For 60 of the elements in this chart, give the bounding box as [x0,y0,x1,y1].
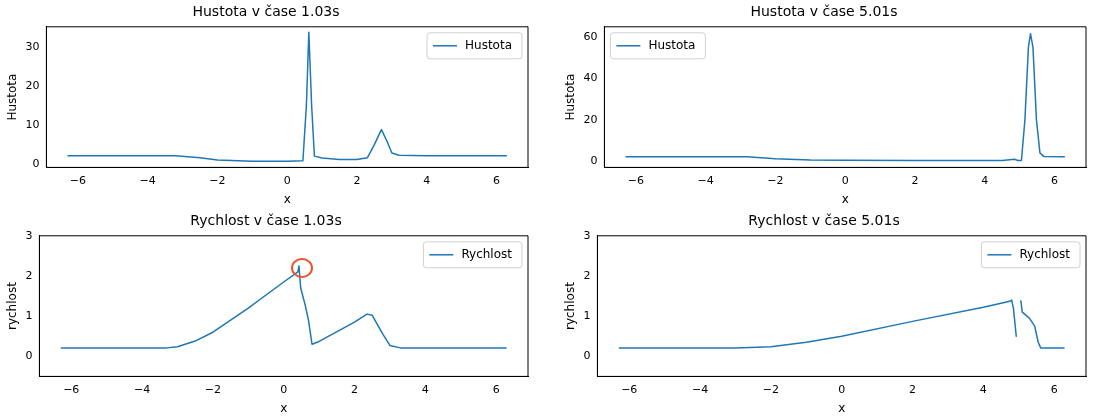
y-tick-label: 0 [32,156,40,170]
x-tick-label: −6 [69,173,86,187]
x-tick-label: −2 [204,382,221,396]
x-tick-label: 6 [1051,173,1059,187]
x-tick-label: 0 [838,382,846,396]
y-tick-label: 3 [25,228,33,242]
y-tick-label: 1 [583,309,591,322]
y-tick-label: 0 [590,154,598,168]
y-tick-label: 2 [25,268,33,282]
x-tick-label: 2 [911,173,919,187]
y-axis-title: Hustota [5,73,20,121]
y-tick-label: 0 [25,349,33,363]
y-tick-label: 3 [583,228,591,242]
y-tick-label: 2 [583,268,591,282]
x-tick-label: −4 [139,173,156,187]
x-axis-title: x [841,191,849,206]
y-tick-label: 40 [583,71,598,85]
x-tick-label: 2 [909,382,917,396]
x-tick-label: −2 [767,173,784,187]
x-tick-label: 4 [981,173,989,187]
x-tick-label: −4 [133,382,151,396]
x-tick-label: −6 [627,173,644,187]
y-tick-label: 30 [25,39,40,53]
y-axis-title: rychlost [563,281,578,331]
y-tick-label: 20 [583,112,598,126]
chart-title: Hustota v čase 5.01s [750,3,898,20]
legend-label: Rychlost [1019,246,1071,261]
x-tick-label: 6 [493,173,501,187]
x-axis-title: x [838,400,846,415]
x-tick-label: −2 [209,173,226,187]
y-tick-label: 20 [25,78,40,92]
legend-label: Hustota [465,37,513,52]
y-axis-title: rychlost [5,281,20,331]
x-tick-label: −4 [691,382,709,396]
x-tick-label: −6 [621,382,638,396]
x-tick-label: 2 [351,382,359,396]
chart-title: Rychlost v čase 1.03s [190,212,342,229]
x-tick-label: 0 [280,382,288,396]
x-tick-label: 4 [979,382,987,396]
x-tick-label: −2 [762,382,779,396]
x-tick-label: −6 [63,382,80,396]
x-tick-label: 0 [841,173,849,187]
x-tick-label: 4 [421,382,429,396]
x-tick-label: 6 [492,382,500,396]
legend-label: Hustota [648,37,696,52]
x-tick-label: 2 [353,173,361,187]
x-tick-label: 6 [1050,382,1058,396]
chart-title: Rychlost v čase 5.01s [748,212,900,229]
y-tick-label: 1 [25,309,33,322]
x-tick-label: 0 [283,173,291,187]
x-tick-label: −4 [697,173,714,187]
y-tick-label: 10 [25,117,40,131]
y-axis-title: Hustota [563,73,578,121]
chart-title: Hustota v čase 1.03s [192,3,340,20]
x-axis-title: x [280,400,288,415]
legend-label: Rychlost [461,246,513,261]
x-axis-title: x [283,191,291,206]
x-tick-label: 4 [423,173,431,187]
y-tick-label: 60 [583,29,598,43]
y-tick-label: 0 [583,349,591,363]
